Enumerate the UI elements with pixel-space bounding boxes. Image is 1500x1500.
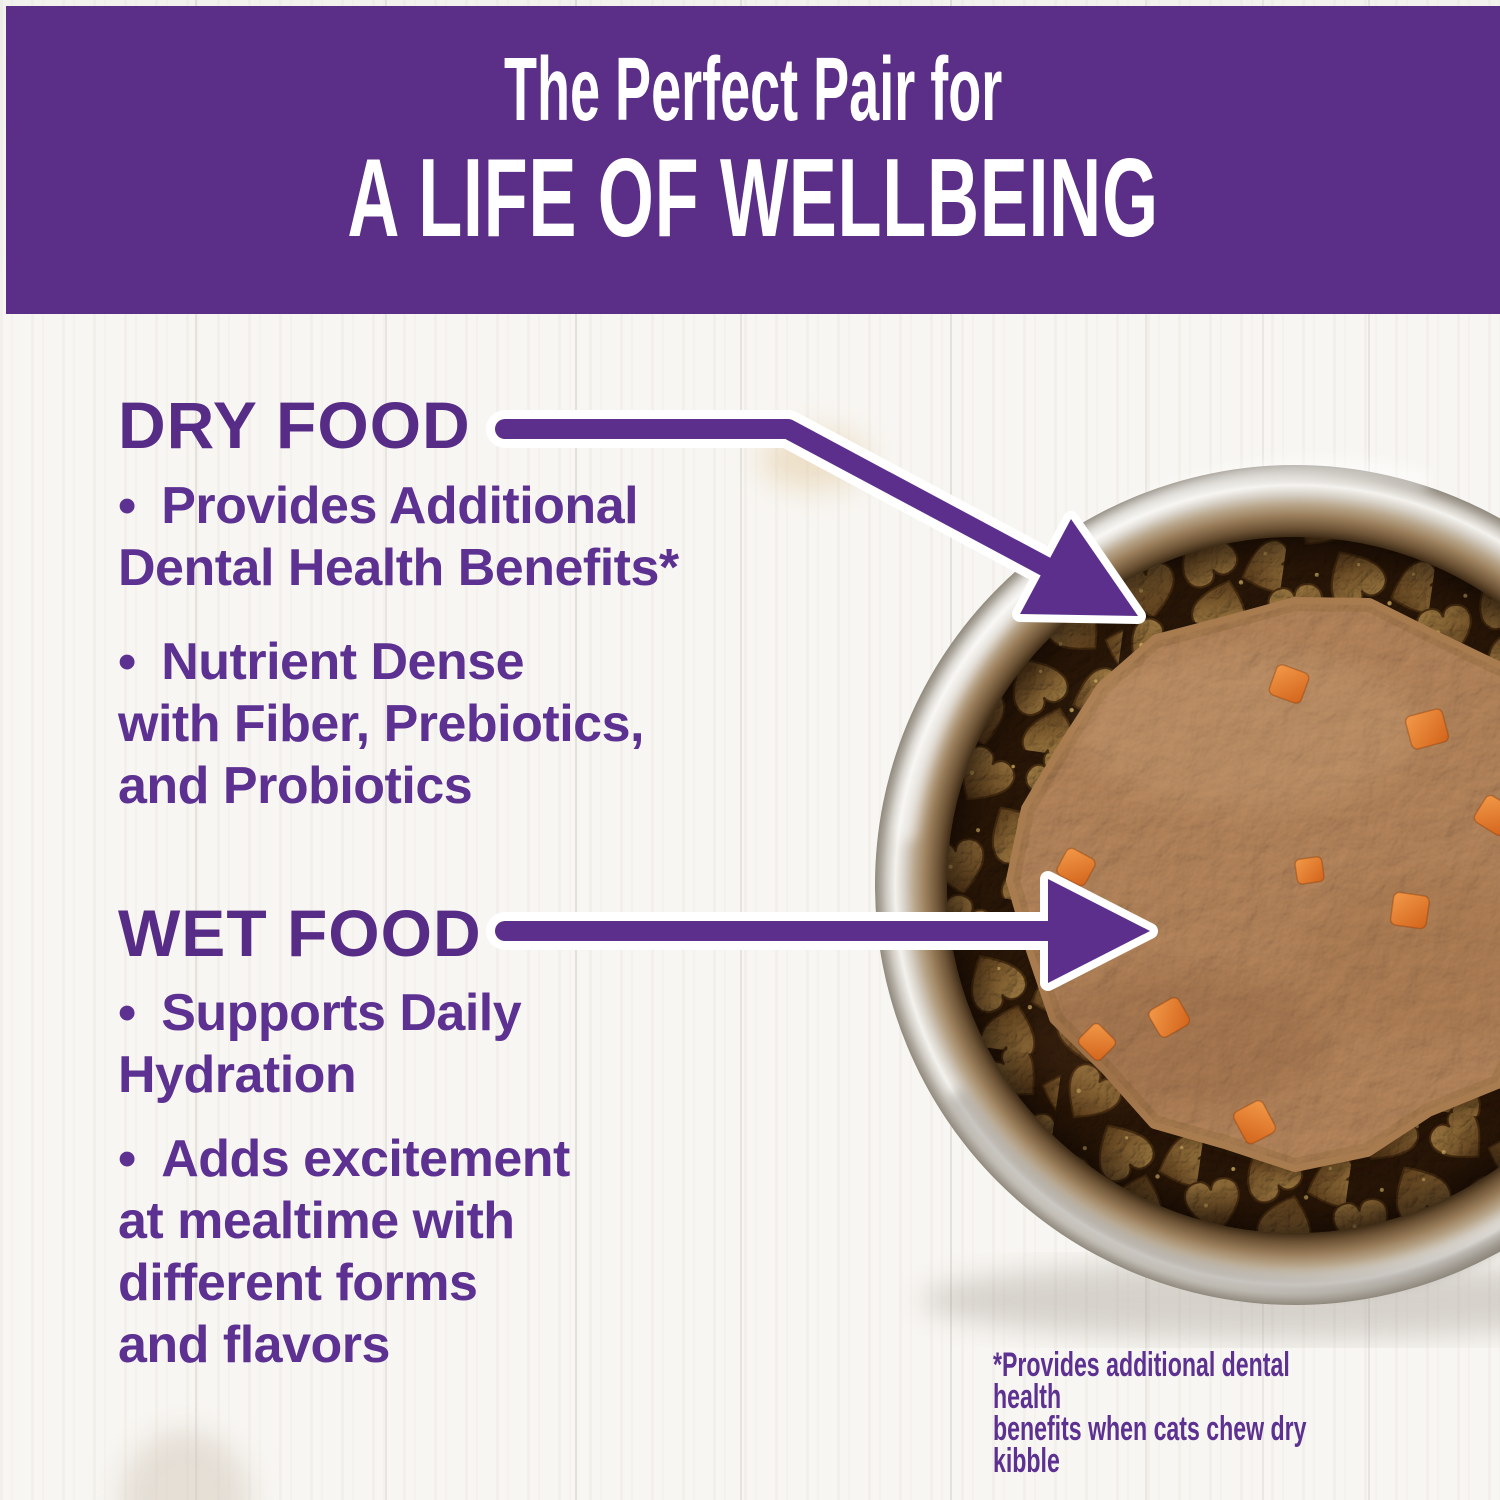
footnote: *Provides additional dental health benef… — [993, 1346, 1307, 1480]
wet-food-arrow — [486, 871, 1158, 991]
dry-food-bullet-2: • Nutrient Dense with Fiber, Prebiotics,… — [118, 633, 644, 815]
rim-lower-shade — [950, 1090, 1500, 1296]
wood-plank-seam — [195, 0, 197, 1500]
banner-eyebrow-text: The Perfect Pair for — [503, 40, 1003, 140]
wet-food-bullet-1: • Supports Daily Hydration — [118, 984, 522, 1104]
wood-plank-seam — [385, 0, 387, 1500]
wet-food-pate — [1013, 604, 1500, 1179]
dry-food-arrow — [486, 410, 1146, 624]
banner-eyebrow: The Perfect Pair for — [6, 45, 1500, 135]
wet-food-bullet-2: • Adds excitement at mealtime with diffe… — [118, 1130, 570, 1374]
wet-food-heading: WET FOOD — [118, 896, 482, 970]
dry-food-heading: DRY FOOD — [118, 388, 471, 462]
banner-title-text: A LIFE OF WELLBEING — [347, 136, 1159, 260]
carrot-pieces — [1056, 664, 1500, 1145]
dry-food-bullet-1: • Provides Additional Dental Health Bene… — [118, 477, 679, 597]
wood-plank-seam — [575, 0, 577, 1500]
banner: The Perfect Pair for A LIFE OF WELLBEING — [6, 6, 1500, 314]
wet-food-section: WET FOOD • Supports Daily Hydration • Ad… — [118, 900, 878, 1376]
banner-title: A LIFE OF WELLBEING — [6, 143, 1500, 254]
dry-food-section: DRY FOOD • Provides Additional Dental He… — [118, 392, 878, 817]
wood-plank-seam — [740, 0, 742, 1500]
